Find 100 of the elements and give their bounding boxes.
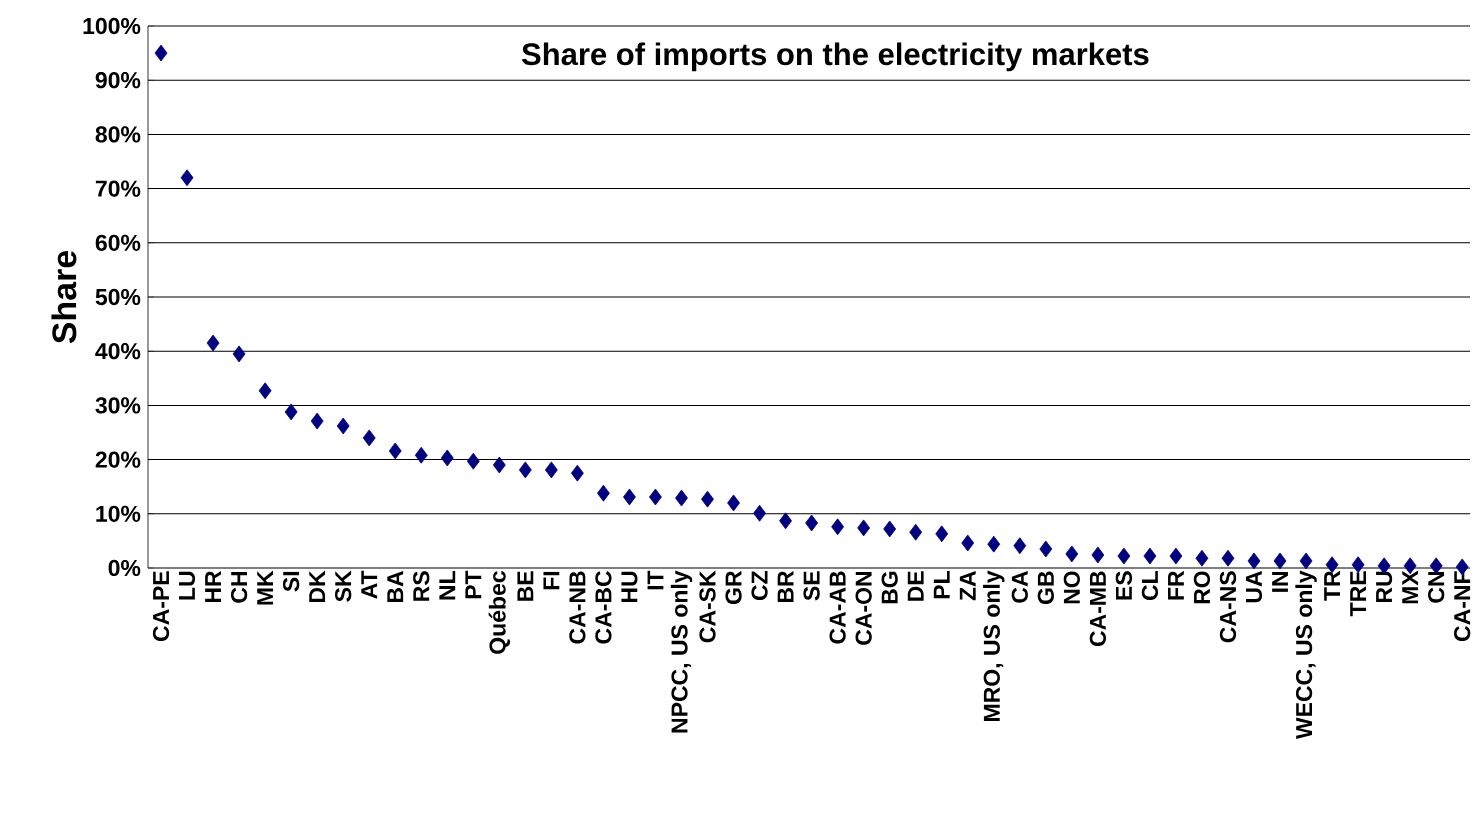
point [857, 519, 871, 537]
y-tick-label: 20% [95, 451, 141, 468]
x-tick-label: CA-ON [855, 571, 872, 645]
y-axis-title: Share [51, 250, 77, 344]
y-tick-label: 40% [95, 343, 141, 360]
x-tick-label: DK [309, 570, 326, 603]
point [232, 345, 246, 363]
point [180, 169, 194, 187]
x-tick-label: UA [1245, 571, 1263, 603]
x-tick-label: MX [1402, 570, 1419, 604]
point [1273, 552, 1287, 570]
x-tick-label: CA-PE [152, 571, 170, 642]
x-tick-label: ZA [959, 571, 976, 601]
y-tick-label: 50% [95, 288, 141, 306]
x-tick-label: LU [179, 571, 196, 600]
point [753, 504, 766, 522]
x-tick-label: AT [361, 570, 378, 599]
x-tick-label: BA [387, 571, 404, 603]
x-tick-label: RO [1193, 571, 1211, 604]
point [1169, 547, 1183, 565]
x-tick-label: ES [1115, 571, 1133, 600]
x-tick-label: CA-MB [1089, 571, 1106, 647]
x-tick-label: SK [335, 570, 352, 602]
point [831, 518, 845, 536]
y-tick-label: 10% [96, 505, 141, 522]
y-tick-label: 60% [95, 234, 141, 251]
x-tick-label: SE [803, 571, 820, 601]
x-tick-label: NPCC, US only [670, 570, 693, 733]
x-tick-label: TRE [1350, 571, 1367, 617]
point [597, 484, 610, 502]
point [1221, 549, 1235, 567]
x-tick-label: RU [1376, 571, 1393, 603]
x-tick-label: WECC, US only [1295, 570, 1317, 740]
x-tick-label: MK [257, 570, 274, 605]
point [414, 446, 428, 464]
point [310, 412, 324, 430]
point [1143, 547, 1157, 565]
point [206, 334, 220, 352]
point [701, 490, 714, 508]
point [649, 488, 662, 506]
x-tick-label: CZ [751, 571, 768, 601]
x-tick-label: CA-AB [829, 571, 846, 644]
x-tick-label: CA-SK [699, 570, 716, 643]
point [1247, 552, 1261, 570]
point [1039, 540, 1053, 558]
point [336, 417, 350, 435]
point [1013, 537, 1027, 555]
point [623, 488, 636, 506]
point [935, 525, 949, 543]
x-tick-label: CA [1011, 571, 1028, 603]
x-tick-label: NL [439, 571, 456, 600]
point [987, 535, 1001, 553]
point [1065, 545, 1079, 563]
chart-title: Share of imports on the electricity markets [521, 42, 1149, 72]
x-tick-label: CA-NS [1219, 571, 1237, 643]
point [388, 442, 402, 460]
point [1299, 552, 1313, 570]
x-tick-label: BE [517, 571, 534, 601]
point [1117, 547, 1131, 565]
x-tick-label: CA-BC [595, 571, 612, 644]
x-tick-label: CH [230, 571, 248, 603]
x-tick-label: GB [1037, 571, 1054, 604]
point [805, 514, 818, 532]
x-tick-label: DE [907, 571, 924, 601]
point [727, 494, 740, 512]
point [1195, 549, 1209, 567]
x-tick-label: GR [725, 570, 742, 604]
x-tick-label: PL [933, 571, 950, 599]
point [284, 403, 298, 421]
y-tick-label: 100% [83, 17, 141, 35]
x-tick-label: NO [1063, 571, 1080, 604]
point [362, 429, 376, 447]
point [466, 452, 480, 470]
point [544, 461, 558, 479]
point [1091, 546, 1105, 564]
point [258, 382, 272, 400]
point [961, 534, 975, 552]
point [779, 512, 792, 530]
point [492, 456, 506, 474]
x-tick-label: Québec [488, 571, 511, 654]
x-tick-label: HU [621, 571, 638, 603]
y-tick-label: 80% [95, 126, 141, 143]
x-tick-label: PT [465, 570, 482, 599]
point [883, 520, 897, 538]
x-tick-label: MRO, US only [983, 570, 1005, 721]
x-tick-label: CA-NB [569, 571, 586, 644]
x-tick-label: FI [543, 571, 560, 590]
x-tick-label: TR [1324, 570, 1340, 601]
point [570, 464, 584, 482]
x-tick-label: HR [205, 570, 221, 603]
point [675, 489, 688, 507]
x-tick-label: IN [1272, 571, 1288, 592]
x-tick-label: FR [1168, 570, 1184, 600]
point [909, 523, 923, 541]
x-tick-label: RS [413, 571, 430, 601]
x-tick-label: BR [777, 570, 794, 603]
x-tick-label: CA-NF [1454, 571, 1471, 641]
x-tick-label: IT [647, 570, 664, 590]
point [154, 44, 168, 62]
x-tick-label: CN [1428, 571, 1445, 603]
